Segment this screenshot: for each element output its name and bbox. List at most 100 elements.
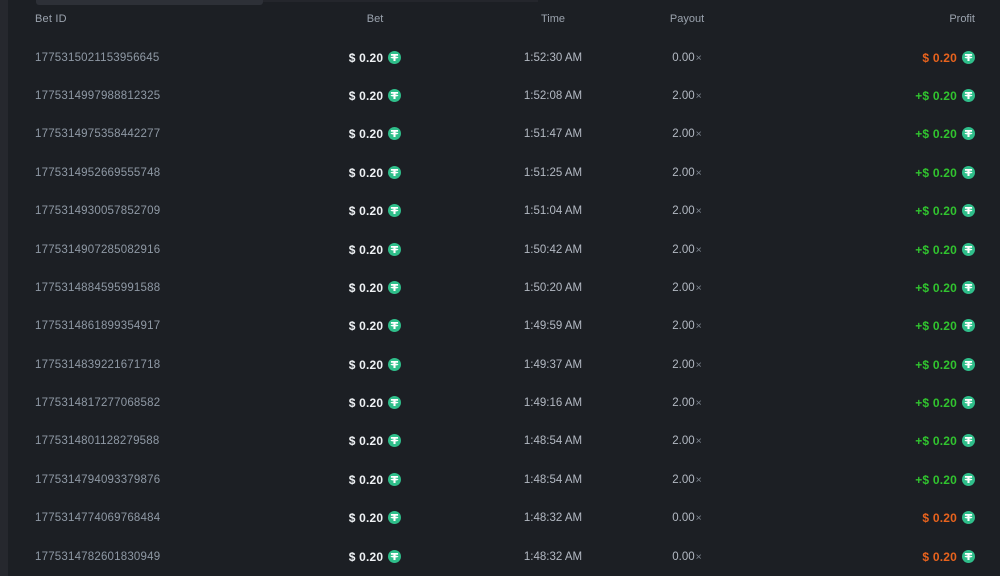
profit-value: $ 0.20 <box>922 50 957 65</box>
time-cell: 1:51:47 AM <box>455 128 651 140</box>
table-row[interactable]: 1775314774069768484 $ 0.20 1:48:32 AM 0.… <box>8 499 1000 537</box>
payout-value: 2.00 <box>672 397 695 410</box>
bet-id-value: 1775314975358442277 <box>35 128 161 141</box>
profit-cell: $ 0.20 <box>723 49 975 67</box>
tether-icon <box>388 280 402 294</box>
time-cell: 1:50:20 AM <box>455 282 651 294</box>
profit-cell: +$ 0.20 <box>723 432 975 450</box>
bet-amount-value: $ 0.20 <box>348 549 384 564</box>
profit-value: +$ 0.20 <box>915 395 957 410</box>
bet-id-value: 1775314884595991588 <box>35 281 161 294</box>
time-value: 1:50:20 AM <box>523 281 583 294</box>
tether-icon <box>962 549 975 563</box>
bet-amount-cell: $ 0.20 <box>295 548 455 566</box>
profit-cell: +$ 0.20 <box>723 279 975 297</box>
multiplier-symbol: × <box>695 243 702 256</box>
table-row[interactable]: 1775314930057852709 $ 0.20 1:51:04 AM 2.… <box>8 192 1000 230</box>
bet-id-cell: 1775314975358442277 <box>35 128 295 140</box>
profit-value: +$ 0.20 <box>915 319 957 334</box>
tether-icon <box>962 88 975 102</box>
tether-icon <box>388 357 402 371</box>
partial-element-strip <box>36 0 538 2</box>
table-row[interactable]: 1775314884595991588 $ 0.20 1:50:20 AM 2.… <box>8 269 1000 307</box>
table-row[interactable]: 1775314861899354917 $ 0.20 1:49:59 AM 2.… <box>8 307 1000 345</box>
multiplier-symbol: × <box>695 89 702 102</box>
bet-amount-cell: $ 0.20 <box>295 432 455 450</box>
profit-cell: +$ 0.20 <box>723 241 975 259</box>
bet-amount-value: $ 0.20 <box>348 511 384 526</box>
bet-id-value: 1775315021153956645 <box>35 51 160 64</box>
payout-value: 2.00 <box>672 128 695 141</box>
table-row[interactable]: 1775314975358442277 $ 0.20 1:51:47 AM 2.… <box>8 115 1000 153</box>
bet-id-cell: 1775314907285082916 <box>35 244 295 256</box>
payout-cell: 2.00× <box>651 128 723 140</box>
table-header: Bet ID Bet Time Payout Profit <box>8 0 1000 38</box>
bets-history-table: Bet ID Bet Time Payout Profit 1775315021… <box>8 0 1000 576</box>
bet-id-cell: 1775314839221671718 <box>35 359 295 371</box>
bet-id-cell: 1775314930057852709 <box>35 205 295 217</box>
bet-amount-value: $ 0.20 <box>348 434 384 449</box>
bet-amount-cell: $ 0.20 <box>295 471 455 489</box>
payout-cell: 0.00× <box>651 551 723 563</box>
profit-value: $ 0.20 <box>922 511 957 526</box>
profit-value: +$ 0.20 <box>915 242 957 257</box>
bet-amount-cell: $ 0.20 <box>295 49 455 67</box>
table-row[interactable]: 1775314801128279588 $ 0.20 1:48:54 AM 2.… <box>8 422 1000 460</box>
profit-cell: +$ 0.20 <box>723 125 975 143</box>
table-row[interactable]: 1775314782601830949 $ 0.20 1:48:32 AM 0.… <box>8 537 1000 575</box>
profit-cell: $ 0.20 <box>723 509 975 527</box>
bet-id-cell: 1775314774069768484 <box>35 512 295 524</box>
tether-icon <box>962 50 975 64</box>
multiplier-symbol: × <box>695 128 702 141</box>
table-row[interactable]: 1775315021153956645 $ 0.20 1:52:30 AM 0.… <box>8 38 1000 76</box>
multiplier-symbol: × <box>695 550 702 563</box>
profit-cell: +$ 0.20 <box>723 87 975 105</box>
bet-amount-cell: $ 0.20 <box>295 279 455 297</box>
tether-icon <box>962 280 975 294</box>
tether-icon <box>962 242 975 256</box>
profit-cell: +$ 0.20 <box>723 202 975 220</box>
time-cell: 1:51:25 AM <box>455 167 651 179</box>
bet-id-cell: 1775314817277068582 <box>35 397 295 409</box>
payout-cell: 2.00× <box>651 474 723 486</box>
tether-icon <box>962 357 975 371</box>
payout-value: 2.00 <box>672 473 695 486</box>
tether-icon <box>388 127 402 141</box>
partial-element-above <box>36 0 263 5</box>
time-cell: 1:48:54 AM <box>455 435 651 447</box>
table-row[interactable]: 1775314907285082916 $ 0.20 1:50:42 AM 2.… <box>8 230 1000 268</box>
multiplier-symbol: × <box>695 281 702 294</box>
bet-amount-value: $ 0.20 <box>348 50 384 65</box>
profit-value: +$ 0.20 <box>915 280 957 295</box>
time-value: 1:49:59 AM <box>523 320 583 333</box>
payout-cell: 2.00× <box>651 397 723 409</box>
column-header-bet: Bet <box>366 13 384 26</box>
payout-cell: 2.00× <box>651 244 723 256</box>
bet-id-value: 1775314907285082916 <box>35 243 161 256</box>
bet-amount-value: $ 0.20 <box>348 319 384 334</box>
multiplier-symbol: × <box>695 320 702 333</box>
bet-amount-value: $ 0.20 <box>348 88 384 103</box>
profit-value: +$ 0.20 <box>915 88 957 103</box>
bet-id-cell: 1775314794093379876 <box>35 474 295 486</box>
bet-id-value: 1775314774069768484 <box>35 512 161 525</box>
time-cell: 1:48:32 AM <box>455 551 651 563</box>
tether-icon <box>388 434 402 448</box>
tether-icon <box>962 319 975 333</box>
payout-cell: 2.00× <box>651 167 723 179</box>
table-row[interactable]: 1775314817277068582 $ 0.20 1:49:16 AM 2.… <box>8 384 1000 422</box>
profit-value: +$ 0.20 <box>915 434 957 449</box>
table-row[interactable]: 1775314794093379876 $ 0.20 1:48:54 AM 2.… <box>8 461 1000 499</box>
table-row[interactable]: 1775314952669555748 $ 0.20 1:51:25 AM 2.… <box>8 154 1000 192</box>
bet-amount-cell: $ 0.20 <box>295 87 455 105</box>
tether-icon <box>962 204 975 218</box>
table-body: 1775315021153956645 $ 0.20 1:52:30 AM 0.… <box>8 38 1000 575</box>
table-row[interactable]: 1775314839221671718 $ 0.20 1:49:37 AM 2.… <box>8 346 1000 384</box>
payout-cell: 2.00× <box>651 435 723 447</box>
time-cell: 1:49:16 AM <box>455 397 651 409</box>
table-row[interactable]: 1775314997988812325 $ 0.20 1:52:08 AM 2.… <box>8 77 1000 115</box>
time-value: 1:50:42 AM <box>523 243 583 256</box>
bet-amount-value: $ 0.20 <box>348 165 384 180</box>
bet-amount-value: $ 0.20 <box>348 127 384 142</box>
time-cell: 1:52:30 AM <box>455 52 651 64</box>
